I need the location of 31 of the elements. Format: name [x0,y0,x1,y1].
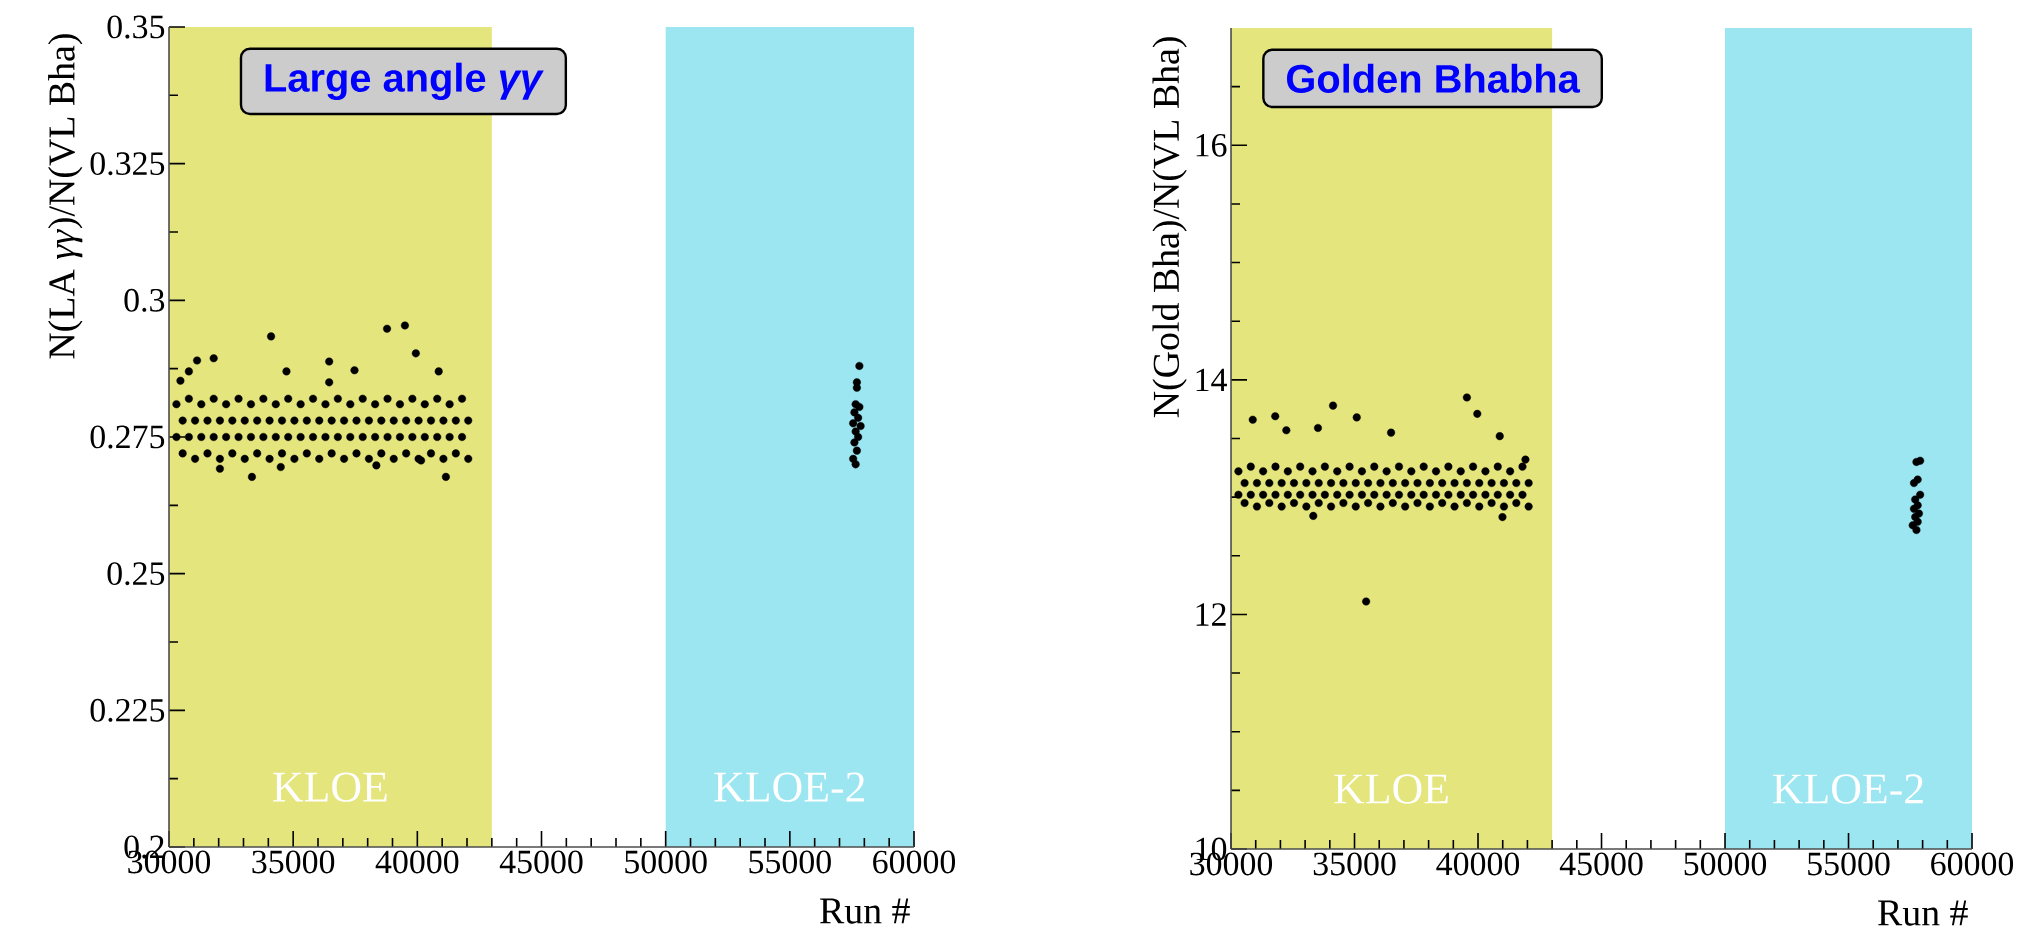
x-tick-label: 35000 [252,850,335,874]
y-axis-title: N(Gold Bha)/N(VL Bha) [1152,37,1187,418]
y-tick-label: 14 [1196,368,1227,392]
x-tick-label: 40000 [375,850,459,874]
band-label: KLOE [1334,774,1448,804]
band-label: KLOE-2 [1773,774,1923,804]
x-tick-label: 60000 [1931,852,2014,876]
y-axis-title: N(LA γγ)/N(VL Bha) [48,34,83,359]
x-axis-title: Run # [1878,900,1968,926]
x-tick-label: 50000 [625,850,707,874]
text: Large angle γγ [265,62,544,100]
x-tick-label: 60000 [873,850,956,874]
y-tick-label: 0.225 [90,698,165,722]
x-tick-label: 45000 [1559,852,1643,876]
x-tick-label: 50000 [1684,852,1767,876]
band-label: KLOE-2 [714,772,865,802]
y-tick-label: 0.35 [107,15,165,39]
x-tick-label: 45000 [499,850,583,874]
y-tick-label: 0.325 [90,152,165,176]
y-tick-label: 16 [1196,133,1227,157]
x-axis-title: Run # [820,898,910,924]
y-tick-label: 0.275 [90,425,165,449]
y-tick-label: 0.3 [124,288,165,312]
x-tick-label: 55000 [1808,852,1890,876]
x-tick-label: 35000 [1313,852,1396,876]
band-label: KLOE [273,772,387,802]
y-tick-label: 12 [1196,603,1226,626]
y-tick-label: 0.25 [107,562,165,586]
text: Golden Bhabha [1286,63,1581,93]
x-tick-label: 40000 [1436,852,1520,876]
x-tick-label: 55000 [749,850,831,874]
